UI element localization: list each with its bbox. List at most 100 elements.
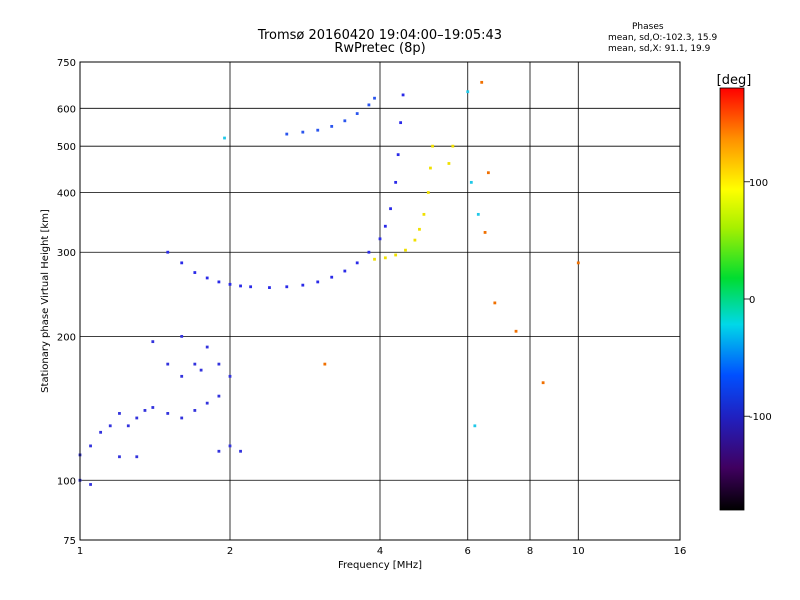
data-point [285, 285, 289, 289]
data-point [394, 253, 398, 257]
data-point [217, 362, 221, 366]
data-point [285, 132, 289, 136]
data-point [413, 238, 417, 242]
x-tick-label: 2 [227, 546, 233, 557]
data-point [394, 180, 398, 184]
data-point [193, 409, 197, 412]
data-point [180, 261, 184, 265]
data-point [401, 93, 405, 97]
stats-line-x: mean, sd,X: 91.1, 19.9 [608, 44, 711, 54]
data-point [228, 444, 232, 448]
x-tick-label: 8 [527, 546, 533, 557]
y-axis-label: Stationary phase Virtual Height [km] [40, 209, 51, 393]
data-point [429, 166, 432, 170]
data-point [476, 212, 480, 216]
data-point [108, 424, 112, 428]
y-tick-label: 400 [57, 188, 76, 199]
data-point [418, 227, 421, 231]
data-point [193, 271, 197, 274]
data-point [447, 162, 451, 165]
data-point [166, 362, 170, 366]
data-point [486, 171, 490, 175]
data-point [199, 368, 203, 372]
data-point [383, 224, 387, 228]
data-point [135, 455, 139, 459]
data-point [151, 340, 155, 344]
data-point [355, 261, 359, 265]
data-point [373, 257, 376, 261]
data-point [541, 381, 545, 385]
y-tick-label: 750 [57, 58, 76, 69]
data-point [205, 401, 209, 405]
data-point [228, 374, 232, 378]
data-point [469, 180, 473, 184]
plot-frame [79, 61, 681, 541]
grid-layer [80, 62, 680, 540]
data-point [118, 412, 121, 415]
data-point [330, 124, 334, 128]
data-point [514, 329, 518, 333]
y-tick-label: 200 [57, 332, 76, 343]
data-point [373, 96, 376, 100]
colorbar-tick-label: -100 [749, 412, 772, 423]
data-point [367, 103, 371, 107]
stats-header: Phases [632, 22, 664, 32]
data-point [301, 283, 305, 287]
data-point [330, 275, 334, 279]
data-point [367, 250, 371, 254]
data-point [473, 424, 477, 428]
data-point [239, 449, 242, 453]
x-tick-label: 4 [377, 546, 383, 557]
x-tick-label: 10 [572, 546, 585, 557]
data-point [89, 444, 92, 448]
data-point [404, 248, 407, 252]
data-point [483, 231, 487, 234]
data-point [166, 250, 170, 254]
data-point [180, 334, 184, 338]
colorbar-label: [deg] [717, 73, 752, 88]
data-point [89, 483, 92, 486]
data-point [389, 207, 392, 211]
data-point [217, 449, 221, 453]
colorbar [719, 87, 745, 511]
x-axis-label: Frequency [MHz] [338, 560, 422, 571]
data-point [268, 286, 271, 289]
data-point [316, 128, 320, 132]
data-point [217, 394, 221, 398]
data-point [143, 409, 147, 412]
chart-title: Tromsø 20160420 19:04:00–19:05:43 [257, 28, 503, 43]
data-point [180, 416, 184, 420]
data-point [422, 212, 426, 216]
data-point [399, 121, 403, 125]
points-layer [78, 80, 580, 486]
data-point [180, 374, 184, 378]
data-point [151, 406, 155, 409]
data-point [378, 237, 382, 241]
data-point [343, 269, 347, 273]
data-point [239, 284, 242, 288]
x-tick-label: 16 [674, 546, 687, 557]
data-point [126, 424, 130, 428]
data-point [480, 80, 484, 84]
y-tick-label: 100 [57, 476, 76, 487]
data-point [166, 412, 170, 415]
data-point [223, 136, 226, 140]
data-point [205, 276, 209, 280]
data-point [576, 261, 580, 265]
chart-subtitle: RwPretec (8p) [334, 41, 426, 56]
y-tick-label: 500 [57, 142, 76, 153]
data-point [217, 280, 221, 284]
data-point [355, 112, 359, 115]
data-point [426, 191, 430, 194]
y-tick-label: 600 [57, 104, 76, 115]
data-point [249, 285, 253, 289]
data-point [193, 362, 197, 366]
data-point [431, 144, 434, 148]
axis-layer: 1 2 4 6 8 10 16 75 100 200 300 400 500 600 750 [57, 58, 686, 557]
data-point [205, 345, 209, 349]
data-point [135, 416, 139, 420]
y-tick-label: 75 [63, 536, 76, 547]
data-point [493, 301, 497, 305]
colorbar-tick-label: 0 [749, 295, 755, 306]
